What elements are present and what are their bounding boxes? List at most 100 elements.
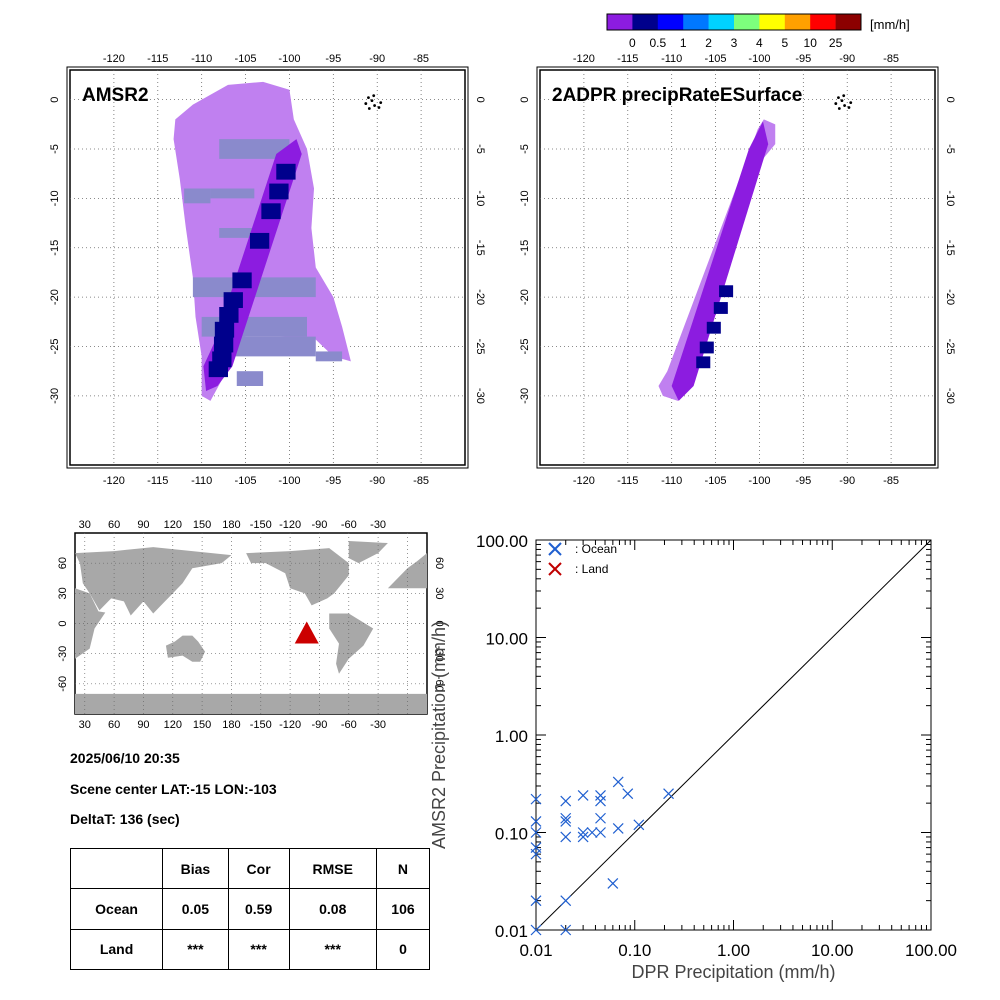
y-tick-label: 100.00 xyxy=(476,532,528,551)
stats-table: Bias Cor RMSE N Ocean 0.05 0.59 0.08 106… xyxy=(69,847,431,971)
map-lon-tick-label-top: -95 xyxy=(325,53,341,65)
amsr2-heavy-cell xyxy=(213,336,234,353)
galapagos-island xyxy=(370,99,374,103)
colorbar-swatch xyxy=(632,14,659,30)
galapagos-island xyxy=(849,101,853,104)
scatter-point-stroke xyxy=(577,790,589,801)
amsr2-heavy-cell xyxy=(223,292,243,308)
world-lon-tick-label-top: 180 xyxy=(222,519,240,531)
colorbar-swatch xyxy=(810,14,836,30)
map-lat-tick-label-left: -10 xyxy=(49,190,61,206)
world-lat-tick-label-right: 30 xyxy=(433,587,445,599)
map-lat-tick-label-left: -15 xyxy=(49,240,61,256)
scene-location-marker xyxy=(294,621,319,644)
galapagos-island xyxy=(837,96,840,100)
stats-cell: 106 xyxy=(375,888,431,930)
galapagos-island xyxy=(377,106,381,109)
colorbar-tick-label: 1 xyxy=(680,36,687,50)
map-lon-tick-label-top: -120 xyxy=(573,53,595,65)
galapagos-island xyxy=(840,99,844,103)
world-lon-tick-label-bottom: 90 xyxy=(137,719,149,731)
world-landmass xyxy=(387,553,427,589)
map-lat-tick-label-right: -15 xyxy=(474,240,486,256)
world-lon-tick-label-bottom: -30 xyxy=(370,719,386,731)
world-lon-tick-label-bottom: -120 xyxy=(279,719,301,731)
amsr2-gray-patch xyxy=(184,188,211,204)
colorbar-swatch xyxy=(784,14,811,30)
colorbar-tick-label: 4 xyxy=(756,36,763,50)
x-tick-label: 0.10 xyxy=(618,941,651,960)
scatter-point xyxy=(560,924,572,936)
map-lon-tick-label-bottom: -110 xyxy=(191,475,212,487)
amsr2-heavy-cell xyxy=(249,232,270,249)
colorbar-swatch xyxy=(657,14,684,30)
world-lon-tick-label-bottom: 180 xyxy=(222,719,240,731)
scatter-point xyxy=(530,924,542,936)
y-axis-label: AMSR2 Precipitation (mm/h) xyxy=(429,621,449,849)
scatter-point xyxy=(612,776,624,788)
stats-cell: 0 xyxy=(375,928,431,971)
scatter-point-stroke xyxy=(595,790,606,801)
world-lon-tick-label-bottom: -90 xyxy=(311,719,327,731)
scatter-point xyxy=(595,827,606,838)
dpr-precip-band xyxy=(671,121,769,401)
stats-header-cell: Cor xyxy=(227,847,290,890)
map-lon-tick-label-top: -110 xyxy=(661,53,682,65)
amsr2-heavy-cell xyxy=(269,183,289,200)
map-outer-frame xyxy=(536,66,939,469)
colorbar-tick-label: 0 xyxy=(629,36,636,50)
amsr2-heavy-cell xyxy=(276,163,296,180)
amsr2-heavy-cell xyxy=(232,272,252,289)
map-lon-tick-label-bottom: -115 xyxy=(147,475,168,487)
stats-row-land: Land *** *** *** 0 xyxy=(69,928,431,971)
map-lon-tick-label-bottom: -100 xyxy=(748,475,770,487)
amsr2-heavy-cell xyxy=(214,321,235,338)
scatter-point xyxy=(612,823,624,834)
world-lat-tick-label-right: 0 xyxy=(433,620,445,626)
colorbar-tick-label: 25 xyxy=(829,36,843,50)
stats-cell: Ocean xyxy=(69,888,164,930)
map-lat-tick-label-right: -25 xyxy=(474,339,486,355)
scatter-point-stroke xyxy=(560,831,572,843)
scatter-point-stroke xyxy=(595,795,606,807)
scatter-point xyxy=(530,815,542,827)
stats-header-cell: Bias xyxy=(162,847,229,890)
galapagos-island xyxy=(379,101,383,104)
scatter-point xyxy=(633,819,645,831)
scatter-point xyxy=(560,812,572,824)
colorbar-tick-label: 0.5 xyxy=(649,36,666,50)
amsr2-heavy-cell xyxy=(219,307,239,323)
map-lon-tick-label-bottom: -90 xyxy=(839,475,855,487)
world-landmass xyxy=(165,635,206,662)
world-lat-tick-label-right: 60 xyxy=(433,557,445,569)
map-lon-tick-label-top: -105 xyxy=(235,53,257,65)
x-tick-label: 0.01 xyxy=(519,941,552,960)
scatter-point-stroke xyxy=(530,895,542,907)
y-tick-label: 0.10 xyxy=(495,825,528,844)
scatter-point xyxy=(530,793,542,805)
legend-label: : Land xyxy=(575,562,608,576)
scatter-point-stroke xyxy=(622,788,634,800)
galapagos-island xyxy=(843,104,846,107)
scatter-plot: 0.010.01 0.10 0.10 1.00 1.00 10.00 10.00 100.00… xyxy=(429,532,957,982)
map-lon-tick-label-bottom: -105 xyxy=(705,475,727,487)
stats-cell: *** xyxy=(288,928,377,971)
map-lat-tick-label-right: -15 xyxy=(944,240,956,256)
scatter-point-stroke xyxy=(530,815,542,827)
map-lon-tick-label-top: -100 xyxy=(278,53,300,65)
colorbar-swatch xyxy=(708,14,735,30)
colorbar-swatch xyxy=(835,14,862,30)
scatter-point-stroke xyxy=(577,831,589,843)
world-lat-tick-label-left: 60 xyxy=(57,557,69,569)
map-lon-tick-label-bottom: -120 xyxy=(103,475,125,487)
world-lon-tick-label-top: 30 xyxy=(79,519,91,531)
amsr2-heavy-cell xyxy=(261,203,281,220)
galapagos-island xyxy=(837,107,841,110)
world-lon-tick-label-bottom: 30 xyxy=(79,719,91,731)
stats-cell: 0.08 xyxy=(288,888,377,930)
world-lon-tick-label-top: -90 xyxy=(311,519,327,531)
scatter-point xyxy=(560,831,572,843)
scatter-point xyxy=(530,895,542,907)
colorbar-swatch xyxy=(607,14,633,30)
scatter-point xyxy=(607,878,619,889)
